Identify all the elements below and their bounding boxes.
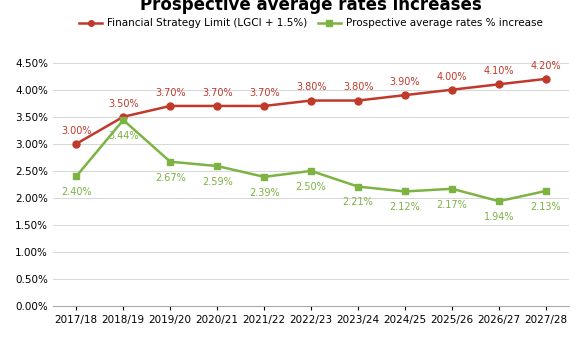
Text: 3.80%: 3.80% (343, 82, 373, 93)
Text: 3.70%: 3.70% (155, 88, 185, 98)
Text: 3.00%: 3.00% (61, 126, 92, 136)
Text: 3.80%: 3.80% (296, 82, 326, 93)
Text: 2.12%: 2.12% (390, 202, 420, 212)
Text: 2.17%: 2.17% (437, 200, 467, 209)
Text: 3.44%: 3.44% (108, 131, 139, 141)
Text: 1.94%: 1.94% (484, 212, 514, 222)
Legend: Financial Strategy Limit (LGCI + 1.5%), Prospective average rates % increase: Financial Strategy Limit (LGCI + 1.5%), … (75, 14, 547, 33)
Text: 2.59%: 2.59% (202, 177, 232, 187)
Text: 2.40%: 2.40% (61, 187, 92, 197)
Text: 2.13%: 2.13% (531, 202, 561, 212)
Text: 3.50%: 3.50% (108, 98, 139, 109)
Text: 2.21%: 2.21% (343, 197, 373, 207)
Text: 2.50%: 2.50% (296, 182, 326, 192)
Text: 2.67%: 2.67% (155, 173, 185, 183)
Text: 3.90%: 3.90% (390, 77, 420, 87)
Text: 4.10%: 4.10% (484, 66, 514, 76)
Text: 4.00%: 4.00% (437, 72, 467, 81)
Text: 3.70%: 3.70% (249, 88, 279, 98)
Text: 4.20%: 4.20% (531, 61, 561, 71)
Text: 3.70%: 3.70% (202, 88, 232, 98)
Title: Prospective average rates increases: Prospective average rates increases (140, 0, 482, 14)
Text: 2.39%: 2.39% (249, 188, 279, 198)
